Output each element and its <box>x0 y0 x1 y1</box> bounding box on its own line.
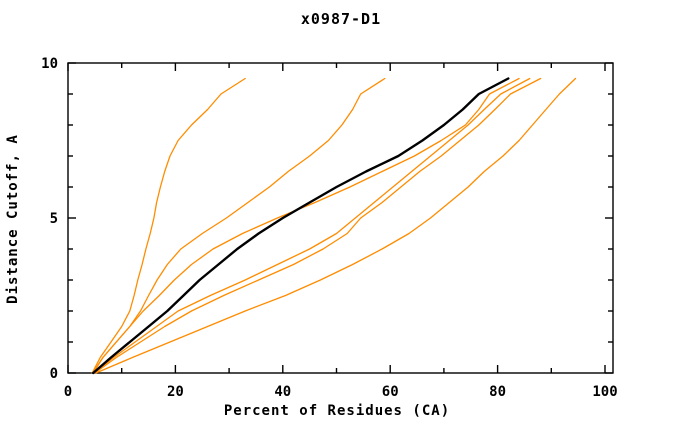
x-axis-label: Percent of Residues (CA) <box>224 403 450 419</box>
curves <box>91 77 577 375</box>
series-orange-model-5 <box>94 77 542 374</box>
x-tick-label: 0 <box>64 384 72 400</box>
x-tick-label: 40 <box>274 384 291 400</box>
y-tick-label: 5 <box>50 211 58 227</box>
y-axis-label: Distance Cutoff, A <box>5 134 21 304</box>
series-orange-model-2 <box>92 77 386 374</box>
chart-title: x0987-D1 <box>301 10 381 28</box>
y-tick-label: 0 <box>50 366 58 382</box>
x-tick-label: 20 <box>167 384 184 400</box>
x-tick-label: 80 <box>489 384 506 400</box>
series-black-reference <box>91 77 510 375</box>
x-tick-label: 60 <box>382 384 399 400</box>
axes <box>67 62 614 374</box>
y-tick-label: 10 <box>41 56 58 72</box>
series-orange-model-1 <box>91 77 246 374</box>
tick-labels: 0 20 40 60 80 100 0 5 10 <box>41 56 618 400</box>
x-tick-label: 100 <box>592 384 617 400</box>
series-orange-model-6 <box>95 77 577 374</box>
series-orange-model-4 <box>93 77 531 374</box>
series-orange-model-3 <box>92 77 520 374</box>
